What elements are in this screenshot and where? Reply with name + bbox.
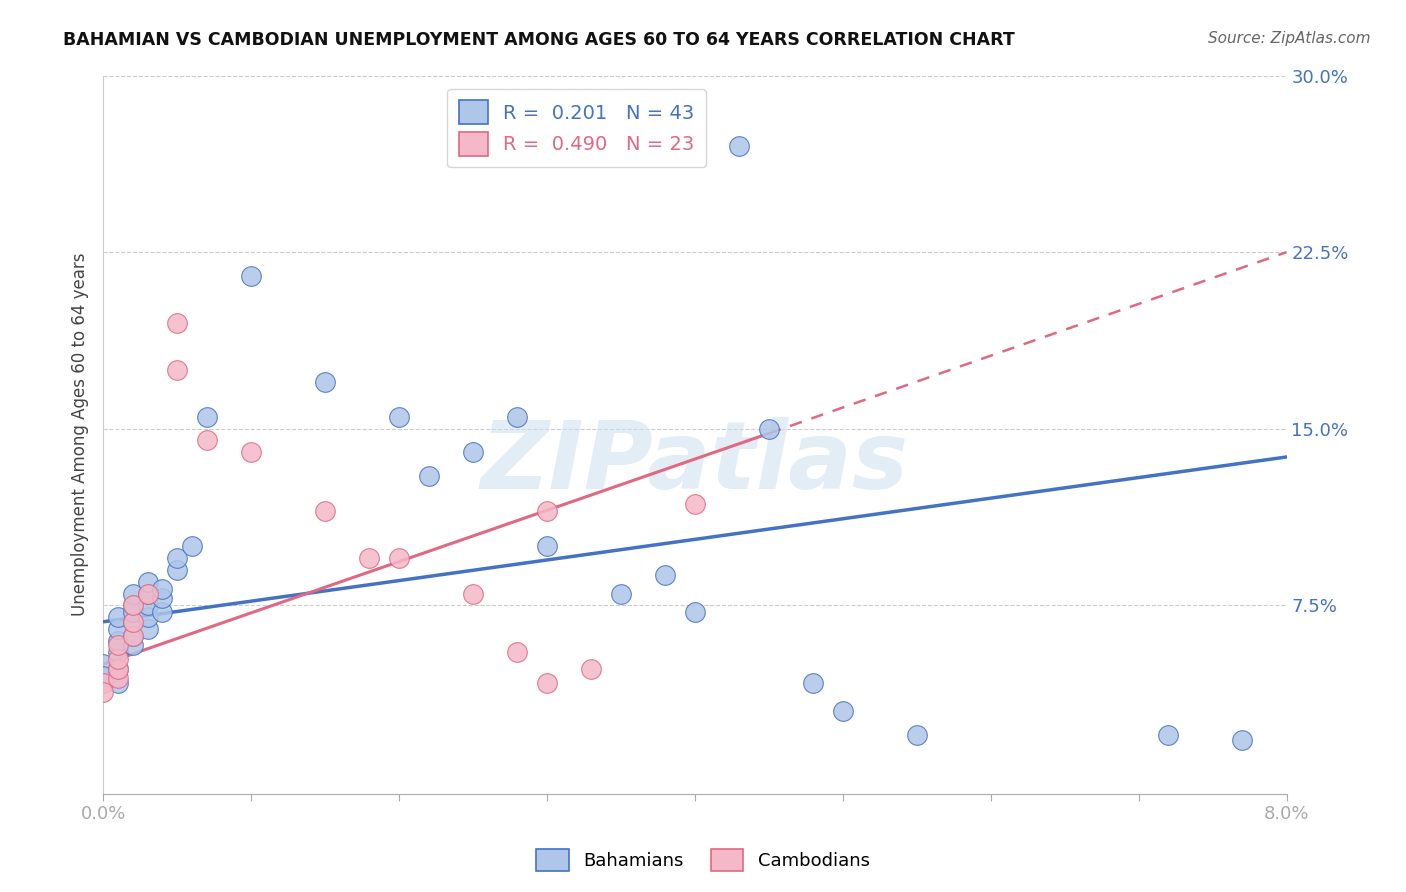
- Point: [240, 445, 263, 459]
- Point: [121, 606, 143, 620]
- Point: [388, 409, 411, 424]
- Point: [121, 629, 143, 643]
- Point: [136, 586, 159, 600]
- Point: [683, 606, 706, 620]
- Point: [107, 638, 129, 652]
- Point: [418, 468, 440, 483]
- Point: [150, 591, 173, 606]
- Point: [91, 669, 114, 683]
- Point: [136, 599, 159, 613]
- Point: [758, 422, 780, 436]
- Point: [91, 657, 114, 672]
- Point: [136, 574, 159, 589]
- Point: [91, 685, 114, 699]
- Point: [166, 551, 188, 566]
- Y-axis label: Unemployment Among Ages 60 to 64 years: Unemployment Among Ages 60 to 64 years: [72, 252, 89, 616]
- Point: [121, 615, 143, 629]
- Point: [121, 599, 143, 613]
- Point: [195, 434, 218, 448]
- Point: [166, 563, 188, 577]
- Point: [195, 409, 218, 424]
- Point: [506, 645, 529, 659]
- Point: [1157, 728, 1180, 742]
- Point: [121, 599, 143, 613]
- Point: [180, 540, 202, 554]
- Point: [240, 268, 263, 283]
- Legend: Bahamians, Cambodians: Bahamians, Cambodians: [529, 842, 877, 879]
- Point: [461, 445, 484, 459]
- Point: [107, 671, 129, 685]
- Point: [683, 497, 706, 511]
- Point: [461, 586, 484, 600]
- Point: [121, 615, 143, 629]
- Point: [506, 409, 529, 424]
- Point: [166, 363, 188, 377]
- Point: [536, 676, 558, 690]
- Point: [121, 586, 143, 600]
- Point: [801, 676, 824, 690]
- Point: [107, 610, 129, 624]
- Point: [136, 586, 159, 600]
- Point: [121, 629, 143, 643]
- Text: Source: ZipAtlas.com: Source: ZipAtlas.com: [1208, 31, 1371, 46]
- Text: BAHAMIAN VS CAMBODIAN UNEMPLOYMENT AMONG AGES 60 TO 64 YEARS CORRELATION CHART: BAHAMIAN VS CAMBODIAN UNEMPLOYMENT AMONG…: [63, 31, 1015, 49]
- Point: [581, 662, 603, 676]
- Point: [107, 662, 129, 676]
- Point: [136, 610, 159, 624]
- Point: [536, 504, 558, 518]
- Point: [610, 586, 633, 600]
- Legend: R =  0.201   N = 43, R =  0.490   N = 23: R = 0.201 N = 43, R = 0.490 N = 23: [447, 89, 706, 168]
- Point: [1232, 732, 1254, 747]
- Point: [150, 582, 173, 596]
- Point: [136, 622, 159, 636]
- Point: [728, 139, 751, 153]
- Point: [166, 316, 188, 330]
- Point: [107, 676, 129, 690]
- Point: [107, 645, 129, 659]
- Text: ZIPatlas: ZIPatlas: [481, 417, 908, 509]
- Point: [107, 662, 129, 676]
- Point: [388, 551, 411, 566]
- Point: [831, 704, 853, 718]
- Point: [150, 606, 173, 620]
- Point: [107, 652, 129, 666]
- Point: [107, 633, 129, 648]
- Point: [905, 728, 928, 742]
- Point: [314, 375, 336, 389]
- Point: [107, 622, 129, 636]
- Point: [536, 540, 558, 554]
- Point: [314, 504, 336, 518]
- Point: [654, 567, 676, 582]
- Point: [121, 638, 143, 652]
- Point: [359, 551, 381, 566]
- Point: [91, 676, 114, 690]
